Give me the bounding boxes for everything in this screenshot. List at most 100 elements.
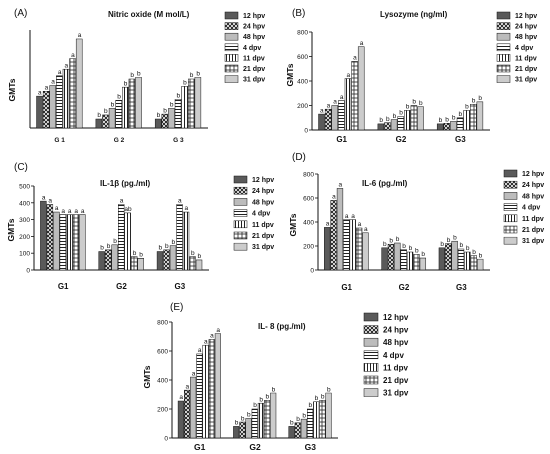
legend-swatch (496, 64, 511, 73)
bar-B-2-3 (456, 117, 464, 131)
bar-E-0-5 (208, 339, 215, 439)
significance-letter: b (383, 241, 387, 248)
y-axis-label: GMTs (6, 218, 16, 241)
bar-B-1-4 (404, 110, 411, 131)
legend-swatch (363, 337, 379, 347)
significance-letter: b (445, 116, 449, 123)
bar-E-1-0 (233, 426, 240, 439)
bar-D-0-4 (349, 219, 356, 271)
significance-letter: b (241, 415, 245, 422)
legend: 12 hpv 24 hpv 48 hpv 4 dpv 11 dpv 21 dpv 31 dp… (224, 11, 265, 84)
significance-letter: b (393, 113, 397, 120)
bar-B-0-5 (351, 61, 358, 131)
bar-B-2-5 (470, 104, 477, 131)
significance-letter: b (439, 117, 443, 124)
significance-letter: b (421, 251, 425, 258)
bar-C-0-0 (40, 200, 47, 271)
legend-entry: 24 hpv (515, 24, 537, 31)
significance-letter: a (360, 40, 364, 47)
bar-C-2-6 (195, 259, 203, 271)
significance-letter: a (71, 52, 75, 59)
bar-D-1-5 (413, 254, 420, 271)
legend-entry: 4 dpv (383, 351, 404, 360)
legend-swatch (224, 75, 239, 83)
legend-entry: 4 dpv (522, 205, 540, 212)
legend-swatch (496, 75, 511, 83)
bar-C-0-3 (59, 214, 67, 271)
legend-swatch (503, 214, 518, 223)
significance-letter: a (185, 205, 189, 212)
bar-C-0-1 (46, 204, 54, 271)
significance-letter: a (216, 327, 220, 334)
bar-E-2-2 (300, 418, 307, 439)
x-category-label: G3 (174, 282, 185, 291)
y-tick-label: 0 (164, 436, 168, 443)
y-tick-label: 800 (303, 172, 314, 179)
significance-letter: a (61, 208, 65, 215)
legend-entry: 24 hpv (252, 188, 274, 195)
legend-swatch (496, 22, 511, 30)
significance-letter: b (466, 245, 470, 252)
y-tick-label: 200 (157, 407, 168, 414)
bar-D-2-2 (451, 240, 458, 271)
bar-B-1-5 (410, 105, 418, 131)
significance-letter: b (302, 412, 306, 419)
significance-letter: b (386, 116, 390, 123)
significance-letter: b (415, 248, 419, 255)
significance-letter: b (402, 243, 406, 250)
legend-swatch (496, 54, 511, 62)
y-tick-label: 400 (303, 220, 314, 227)
legend-swatch (224, 43, 239, 52)
legend-swatch (224, 54, 239, 62)
bar-D-1-0 (381, 247, 388, 271)
bar-A-0-4 (62, 68, 70, 129)
significance-letter: b (440, 241, 444, 248)
legend-swatch (363, 312, 379, 322)
bar-A-1-3 (115, 99, 122, 129)
legend-entry: 12 hpv (522, 171, 544, 178)
significance-letter: a (38, 89, 42, 96)
significance-letter: b (130, 72, 134, 79)
legend-entry: 31 dpv (515, 77, 537, 84)
panels-root: (A) Nitric oxide (M mol/L)GMTs aaaaaaabbbb… (6, 8, 544, 452)
significance-letter: b (472, 97, 476, 104)
significance-letter: a (74, 208, 78, 215)
significance-letter: b (399, 110, 403, 117)
legend-entry: 11 dpv (243, 55, 265, 62)
legend-swatch (503, 192, 518, 200)
y-tick-label: 400 (157, 378, 168, 385)
significance-letter: b (379, 117, 383, 124)
y-tick-label: 0 (304, 128, 308, 135)
y-axis-label: GMTs (7, 78, 17, 101)
y-axis-label: GMTs (285, 63, 295, 86)
bar-A-2-1 (161, 113, 169, 129)
bar-C-0-6 (79, 214, 86, 271)
bar-C-1-3 (118, 204, 125, 271)
significance-letter: ab (124, 206, 132, 213)
bar-E-0-4 (202, 344, 209, 439)
bar-C-2-4 (182, 211, 190, 271)
legend-entry: 24 hpv (243, 24, 265, 31)
bar-C-1-4 (124, 212, 131, 271)
y-tick-label: 400 (19, 200, 30, 207)
bar-E-1-1 (239, 421, 246, 439)
x-category-label: G 1 (54, 137, 65, 144)
panel-A: (A) Nitric oxide (M mol/L)GMTs aaaaaaabbbb… (7, 8, 265, 144)
significance-letter: b (266, 394, 270, 401)
bar-E-2-3 (307, 408, 314, 439)
legend-entry: 21 dpv (252, 233, 274, 240)
bar-A-0-0 (36, 95, 43, 129)
legend-swatch (233, 231, 248, 240)
panel-E: (E)IL- 8 (pg./ml)GMTs0200400600800aaaaaa… (142, 302, 409, 452)
legend-entry: 48 hpv (383, 338, 409, 347)
significance-letter: b (159, 245, 163, 252)
y-tick-label: 800 (157, 320, 168, 327)
bar-B-0-3 (338, 100, 345, 131)
significance-letter: a (198, 347, 202, 354)
bar-B-0-4 (344, 78, 352, 131)
panel-label: (B) (292, 8, 305, 19)
significance-letter: a (332, 194, 336, 201)
bar-D-0-3 (343, 219, 350, 271)
